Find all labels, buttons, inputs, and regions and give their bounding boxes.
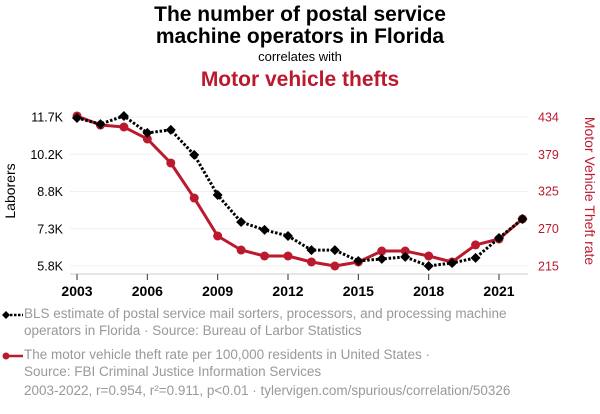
y-tick-label-left: 11.7K	[31, 111, 63, 125]
point-theft-rate	[142, 134, 152, 144]
point-laborers	[259, 224, 270, 235]
chart-subtitle: correlates with	[258, 49, 342, 64]
y-tick-label-right: 434	[538, 111, 559, 125]
point-laborers	[165, 124, 176, 135]
point-laborers	[400, 251, 411, 262]
point-theft-rate	[400, 246, 410, 256]
point-laborers	[376, 253, 387, 264]
y-tick-label-right: 215	[538, 260, 559, 274]
point-laborers	[118, 110, 129, 121]
y-tick-label-right: 270	[538, 222, 559, 236]
chart-svg: 5.8K 7.3K 8.8K 10.2K 11.7K 215 270 325 379 434 200…	[2, 110, 598, 300]
point-theft-rate	[166, 158, 176, 168]
y-axis-label-right: Motor Vehicle Theft rate	[582, 117, 598, 266]
point-theft-rate	[189, 193, 199, 203]
y-axis-label-left: Laborers	[2, 163, 18, 218]
point-theft-rate	[377, 246, 387, 256]
y-tick-label-left: 10.2K	[30, 148, 63, 162]
point-laborers	[353, 255, 364, 266]
point-laborers	[470, 252, 481, 263]
series-theft-rate	[72, 111, 527, 271]
point-laborers	[95, 119, 106, 130]
point-theft-rate	[471, 240, 481, 250]
point-laborers	[447, 257, 458, 268]
y-tick-label-right: 379	[538, 148, 559, 162]
x-tick-label: 2003	[61, 283, 92, 299]
point-laborers	[517, 214, 528, 225]
point-theft-rate	[213, 231, 223, 241]
x-tick-label: 2009	[202, 283, 233, 299]
axes: 5.8K 7.3K 8.8K 10.2K 11.7K 215 270 325 379 434 200…	[30, 111, 559, 300]
legend-item-laborers: BLS estimate of postal service mail sort…	[2, 305, 584, 339]
x-tick-label: 2006	[132, 283, 163, 299]
point-theft-rate	[283, 251, 293, 261]
footer-stats: 2003-2022, r=0.954, r²=0.911, p<0.01 · t…	[24, 383, 511, 398]
legend-circle-line-icon	[2, 352, 23, 360]
grid-lines	[70, 116, 528, 267]
point-laborers	[494, 232, 504, 243]
point-laborers	[306, 245, 317, 256]
point-theft-rate	[236, 245, 246, 255]
legend-text-laborers-line2: operators in Florida · Source: Bureau of…	[24, 323, 362, 338]
legend-text-laborers-line1: BLS estimate of postal service mail sort…	[24, 306, 507, 321]
y-tick-label-left: 5.8K	[37, 260, 63, 274]
point-laborers	[423, 261, 434, 271]
x-tick-label: 2015	[343, 283, 374, 299]
legend-text-theft-line2: Source: FBI Criminal Justice Information…	[24, 364, 322, 379]
y-tick-label-left: 8.8K	[37, 185, 63, 199]
y-tick-label-left: 7.3K	[37, 222, 63, 236]
x-tick-label: 2021	[483, 283, 514, 299]
point-laborers	[283, 230, 293, 241]
legend-dotted-diamond-icon	[2, 311, 23, 319]
point-theft-rate	[424, 251, 434, 261]
point-theft-rate	[260, 251, 270, 261]
legend-item-theft-rate: The motor vehicle theft rate per 100,000…	[2, 346, 584, 380]
point-laborers	[142, 127, 153, 138]
chart-title-secondary: Motor vehicle thefts	[200, 68, 400, 91]
x-tick-label: 2018	[413, 283, 444, 299]
chart-title-line1: The number of postal service	[154, 3, 446, 26]
point-theft-rate	[306, 257, 316, 267]
point-laborers	[329, 245, 340, 256]
chart-title-line2: machine operators in Florida	[155, 25, 445, 48]
point-theft-rate	[330, 261, 340, 271]
point-laborers	[236, 217, 247, 228]
series-laborers	[72, 110, 528, 271]
point-theft-rate	[119, 122, 129, 132]
point-laborers	[189, 149, 200, 160]
point-laborers	[72, 113, 82, 124]
legend-text-theft-line1: The motor vehicle theft rate per 100,000…	[24, 347, 430, 362]
y-tick-label-right: 325	[538, 185, 559, 199]
point-laborers	[212, 190, 223, 201]
chart-title: The number of postal service machine ope…	[0, 4, 600, 48]
x-tick-label: 2012	[272, 283, 303, 299]
